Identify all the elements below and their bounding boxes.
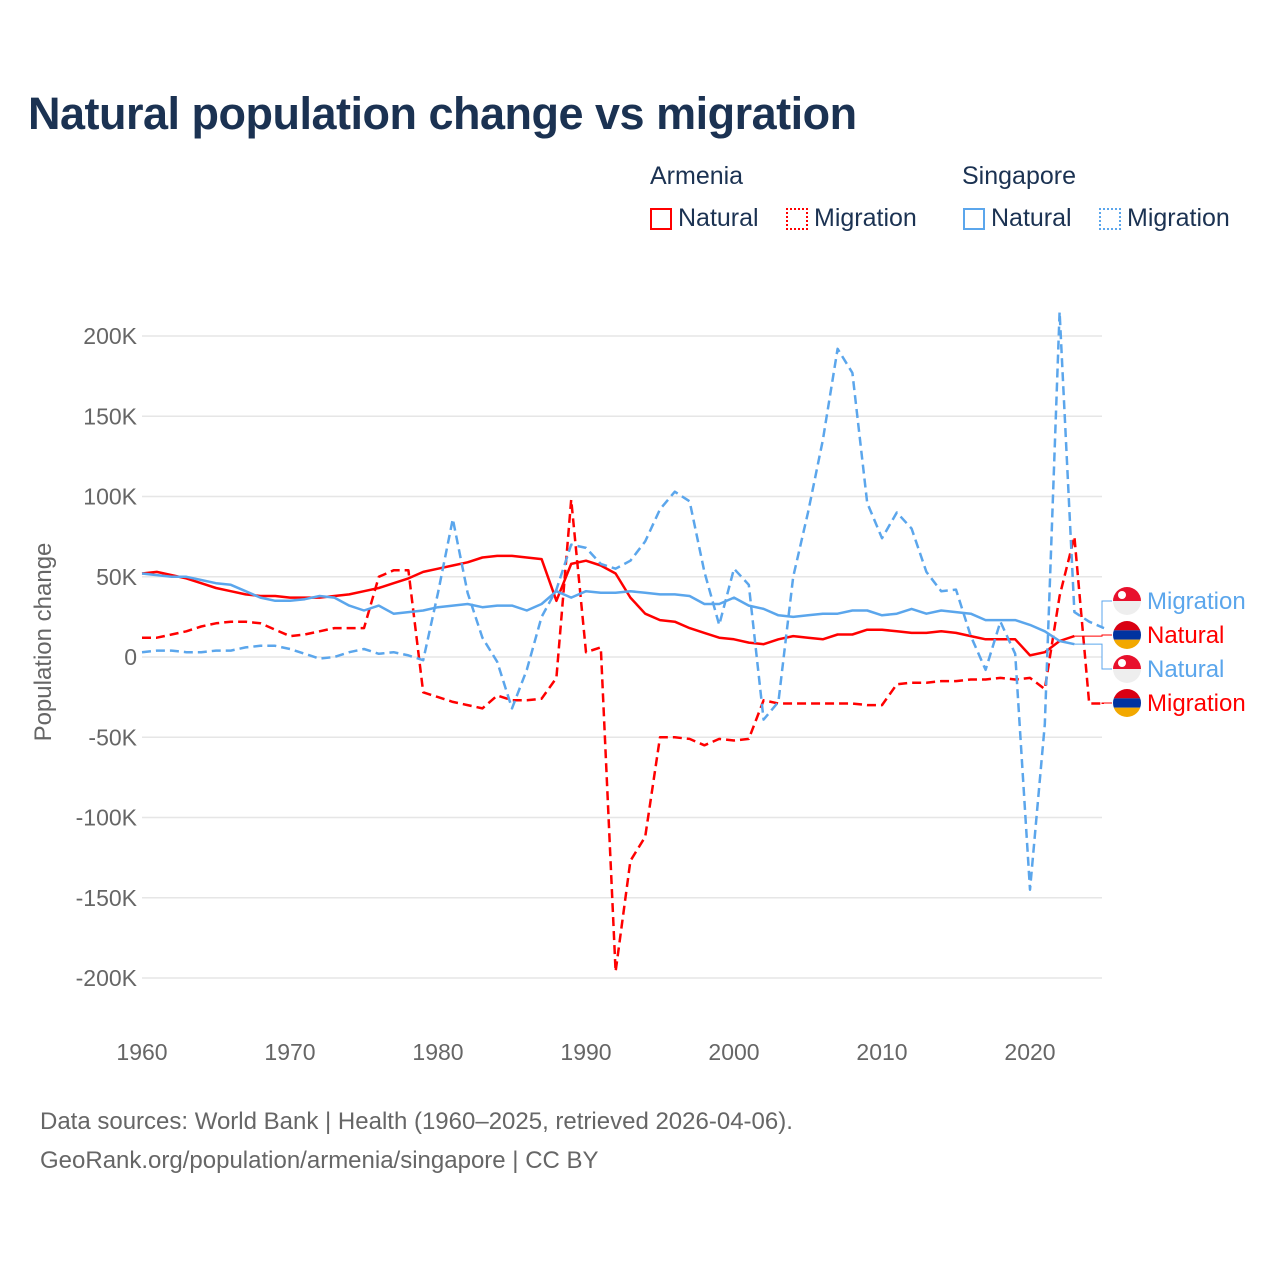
flag-band-white xyxy=(1113,669,1141,683)
y-tick-label: -100K xyxy=(76,805,138,831)
chart-title: Natural population change vs migration xyxy=(28,88,857,139)
end-label: Natural xyxy=(1147,656,1224,683)
legend-group-singapore: Singapore xyxy=(962,162,1076,190)
legend-swatch-solid xyxy=(963,207,985,230)
series-line-singapore-natural xyxy=(141,572,1075,646)
label-connector xyxy=(1101,600,1112,629)
flag-band-white xyxy=(1113,601,1141,615)
series-line-singapore-migration xyxy=(141,310,1105,891)
flag-body xyxy=(1113,621,1141,649)
y-tick-label: 0 xyxy=(124,644,137,670)
flag-band-orange xyxy=(1113,639,1141,649)
label-connector xyxy=(1074,634,1112,637)
singapore-flag-icon xyxy=(1113,655,1141,683)
x-tick-label: 1970 xyxy=(264,1039,315,1065)
label-connector xyxy=(1074,643,1112,670)
flag-body xyxy=(1113,655,1141,683)
y-tick-label: 150K xyxy=(83,403,137,429)
x-tick-label: 2010 xyxy=(856,1039,907,1065)
legend-swatch-dotted xyxy=(786,207,808,230)
legend-swatch-solid xyxy=(650,207,672,230)
flag-crescent xyxy=(1118,659,1126,667)
legend-swatch-dotted xyxy=(1099,207,1121,230)
series-line-armenia-migration xyxy=(142,498,1104,973)
footer-sources: Data sources: World Bank | Health (1960–… xyxy=(40,1108,793,1135)
x-tick-label: 1980 xyxy=(412,1039,463,1065)
singapore-flag-icon xyxy=(1113,587,1141,615)
flag-crescent xyxy=(1118,591,1126,599)
legend-group-armenia: Armenia xyxy=(650,162,744,190)
flag-band-blue xyxy=(1113,698,1141,708)
y-tick-label: -50K xyxy=(88,724,137,750)
flag-band-orange xyxy=(1113,707,1141,717)
x-tick-label: 1960 xyxy=(116,1039,167,1065)
armenia-flag-icon xyxy=(1113,621,1141,649)
y-tick-label: 200K xyxy=(83,323,137,349)
x-tick-label: 2020 xyxy=(1004,1039,1055,1065)
end-label: Migration xyxy=(1147,588,1246,615)
flag-band-blue xyxy=(1113,630,1141,640)
flag-band-red xyxy=(1113,587,1141,601)
legend-label: Natural xyxy=(991,204,1072,232)
flag-band-red xyxy=(1113,655,1141,669)
legend-armenia-natural[interactable]: Natural xyxy=(650,204,759,233)
flag-band-red xyxy=(1113,689,1141,699)
flag-band-red xyxy=(1113,621,1141,631)
legend-singapore-natural[interactable]: Natural xyxy=(963,204,1072,233)
y-tick-label: 100K xyxy=(83,484,137,510)
x-tick-label: 2000 xyxy=(708,1039,759,1065)
legend-label: Migration xyxy=(814,204,917,232)
legend-armenia-migration[interactable]: Migration xyxy=(786,204,917,233)
legend-label: Natural xyxy=(678,204,759,232)
legend-singapore-migration[interactable]: Migration xyxy=(1099,204,1230,233)
legend-label: Migration xyxy=(1127,204,1230,232)
end-label: Natural xyxy=(1147,622,1224,649)
y-axis-label: Population change xyxy=(30,543,57,742)
series-line-armenia-natural xyxy=(141,554,1075,657)
y-tick-label: -150K xyxy=(76,885,138,911)
flag-body xyxy=(1113,587,1141,615)
end-label: Migration xyxy=(1147,690,1246,717)
flag-body xyxy=(1113,689,1141,717)
y-tick-label: -200K xyxy=(76,965,138,991)
x-tick-label: 1990 xyxy=(560,1039,611,1065)
armenia-flag-icon xyxy=(1113,689,1141,717)
label-connector xyxy=(1101,702,1112,705)
y-tick-label: 50K xyxy=(96,564,138,590)
footer-url[interactable]: GeoRank.org/population/armenia/singapore… xyxy=(40,1147,599,1174)
